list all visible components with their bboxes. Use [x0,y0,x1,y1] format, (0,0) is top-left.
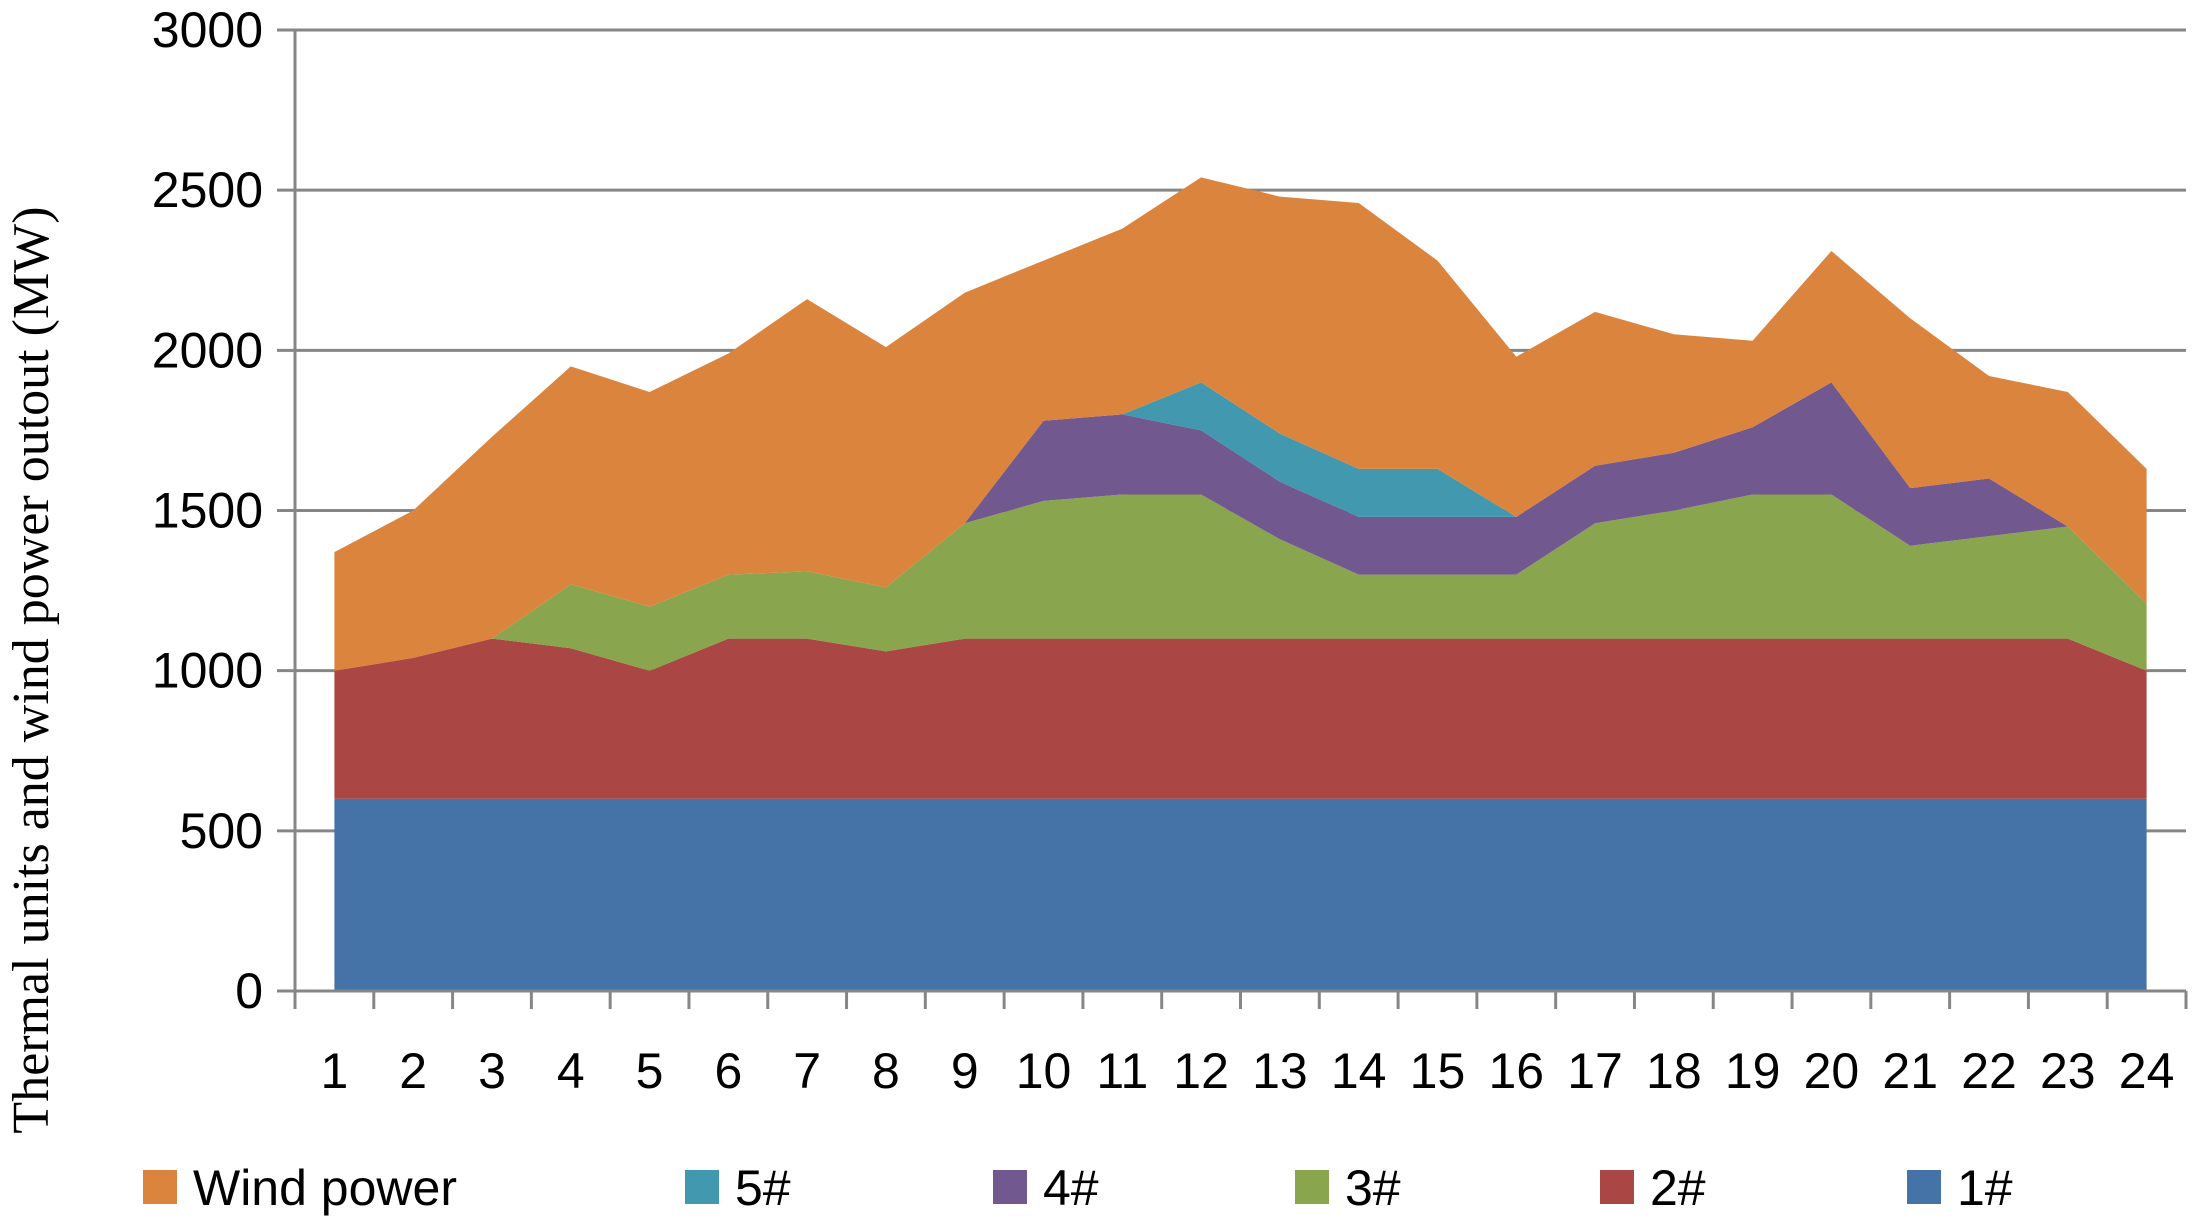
legend-label: 2# [1650,1160,1706,1216]
x-tick-label: 23 [2040,1043,2096,1099]
legend-label: 4# [1043,1160,1099,1216]
x-tick-label: 14 [1331,1043,1387,1099]
x-tick-label: 1 [320,1043,348,1099]
y-tick-label: 2500 [152,162,263,218]
x-tick-label: 15 [1410,1043,1466,1099]
area-series-1- [334,798,2147,991]
y-tick-label: 1500 [152,483,263,539]
area-series-4- [334,382,2147,671]
x-tick-label: 24 [2119,1043,2175,1099]
x-tick-label: 8 [872,1043,900,1099]
x-tick-label: 21 [1882,1043,1938,1099]
y-axis-title: Thermal units and wind power outout (MW) [3,206,60,1133]
x-tick-label: 4 [557,1043,585,1099]
y-tick-label: 1000 [152,643,263,699]
y-tick-label: 2000 [152,322,263,378]
legend: Wind power 5# 4# 3# 2# 1# [143,1160,2013,1216]
x-tick-labels: 1 2 3 4 5 6 7 8 9 10 11 12 13 14 15 16 17 18 19 20 21 22 23 24 [320,1043,2174,1099]
x-tick-label: 7 [793,1043,821,1099]
x-tick-label: 17 [1567,1043,1623,1099]
legend-label: 5# [735,1160,791,1216]
legend-swatch [1295,1170,1329,1204]
legend-label: 1# [1957,1160,2013,1216]
area-series-wind-power [334,177,2147,671]
x-tick-label: 6 [714,1043,742,1099]
x-tick-label: 11 [1096,1043,1148,1099]
x-tick-label: 20 [1804,1043,1860,1099]
x-tick-label: 16 [1488,1043,1544,1099]
x-tick-label: 2 [399,1043,427,1099]
legend-swatch [685,1170,719,1204]
x-tick-label: 13 [1252,1043,1308,1099]
x-tick-label: 12 [1173,1043,1229,1099]
legend-label: Wind power [193,1160,457,1216]
legend-swatch [993,1170,1027,1204]
x-tick-label: 9 [951,1043,979,1099]
x-tick-label: 5 [636,1043,664,1099]
area-series [334,177,2147,991]
y-tick-label: 0 [235,963,263,1019]
y-tick-labels: 0 500 1000 1500 2000 2500 3000 [152,2,263,1019]
axes [293,30,2188,1009]
legend-swatch [143,1170,177,1204]
area-series-5- [334,382,2147,671]
area-series-3- [334,494,2147,671]
legend-swatch [1600,1170,1634,1204]
x-tick-label: 10 [1016,1043,1072,1099]
y-tick-label: 3000 [152,2,263,58]
legend-swatch [1907,1170,1941,1204]
legend-label: 3# [1345,1160,1401,1216]
x-tick-label: 19 [1725,1043,1781,1099]
area-series-2- [334,638,2147,799]
x-tick-label: 18 [1646,1043,1702,1099]
y-tick-label: 500 [180,803,263,859]
x-tick-label: 3 [478,1043,506,1099]
x-tick-label: 22 [1961,1043,2017,1099]
